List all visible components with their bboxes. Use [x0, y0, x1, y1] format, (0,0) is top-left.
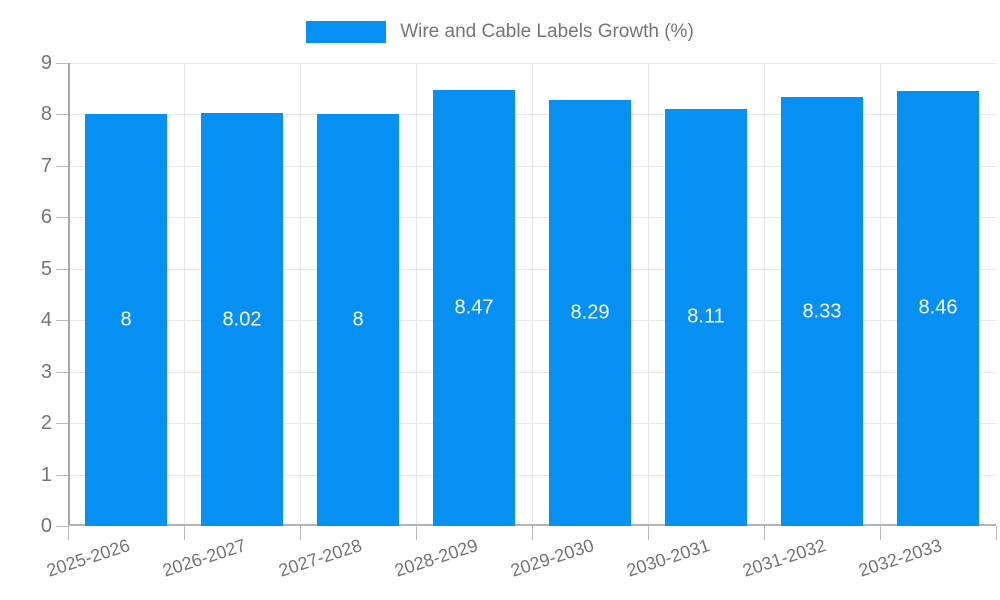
y-axis-tick [56, 423, 68, 425]
y-axis-line [68, 63, 70, 526]
y-axis-tick [56, 114, 68, 116]
y-axis-tick-label: 5 [40, 257, 52, 280]
legend: Wire and Cable Labels Growth (%) [0, 21, 1000, 43]
legend-swatch[interactable] [306, 21, 387, 43]
x-axis-tick [184, 526, 185, 540]
x-axis-category-label: 2025-2026 [44, 535, 133, 581]
x-axis-category-label: 2029-2030 [508, 535, 597, 581]
plot-area: 0 1 2 3 4 5 6 7 8 9 8 2025-2026 8.02 2026-2027 8 2027-2… [41, 53, 997, 581]
x-axis-category-label: 2028-2029 [392, 535, 481, 581]
v-gridline [764, 63, 765, 526]
bar-value-label: 8.29 [570, 301, 610, 324]
y-axis-tick-label: 9 [40, 52, 52, 74]
bar-value-label: 8.46 [918, 296, 958, 319]
y-axis-tick-label: 8 [40, 103, 52, 126]
y-axis-tick-label: 1 [40, 463, 52, 486]
bar[interactable] [433, 90, 515, 526]
bar[interactable] [781, 97, 863, 526]
y-axis-tick [56, 320, 68, 322]
y-axis-tick [56, 474, 68, 476]
x-axis-tick [416, 526, 417, 540]
bar-value-label: 8.33 [802, 300, 842, 323]
x-axis-tick [996, 526, 997, 540]
legend-label[interactable]: Wire and Cable Labels Growth (%) [400, 21, 694, 42]
bar[interactable] [549, 99, 631, 526]
x-axis-line [68, 524, 996, 526]
x-axis-category-label: 2027-2028 [276, 535, 365, 581]
bar[interactable] [665, 108, 747, 526]
x-axis-category-label: 2031-2032 [740, 535, 829, 581]
v-gridline [184, 63, 185, 526]
y-axis-tick-label: 2 [40, 412, 52, 435]
bar[interactable] [897, 90, 979, 526]
bar-value-label: 8 [120, 308, 132, 331]
v-gridline [880, 63, 881, 526]
x-axis-tick [68, 526, 69, 540]
x-axis-tick [880, 526, 881, 540]
y-axis-tick-label: 7 [40, 154, 52, 177]
y-axis-tick [56, 526, 68, 527]
y-axis-tick [56, 268, 68, 270]
y-axis-tick [56, 371, 68, 373]
bar-value-label: 8.47 [454, 296, 494, 319]
x-axis-category-label: 2030-2031 [624, 535, 713, 581]
v-gridline [648, 63, 649, 526]
bar-value-label: 8 [352, 308, 364, 331]
bar-value-label: 8.02 [222, 308, 262, 331]
v-gridline [300, 63, 301, 526]
y-axis-tick-label: 3 [40, 360, 52, 383]
x-axis-tick [648, 526, 649, 540]
y-axis-tick [56, 217, 68, 219]
x-axis-category-label: 2032-2033 [856, 535, 945, 581]
y-axis-tick [56, 63, 68, 64]
v-gridline [416, 63, 417, 526]
bar[interactable] [317, 114, 399, 526]
x-axis-tick [764, 526, 765, 540]
y-axis-tick-label: 4 [40, 309, 52, 332]
x-axis-category-label: 2026-2027 [160, 535, 249, 581]
x-axis-tick [300, 526, 301, 540]
y-axis-tick-label: 0 [40, 515, 52, 537]
bar-value-label: 8.11 [687, 305, 725, 328]
y-axis-tick-label: 6 [40, 206, 52, 229]
v-gridline [532, 63, 533, 526]
y-axis-tick [56, 165, 68, 167]
x-axis-tick [532, 526, 533, 540]
bar[interactable] [201, 113, 283, 526]
bar[interactable] [85, 114, 167, 526]
